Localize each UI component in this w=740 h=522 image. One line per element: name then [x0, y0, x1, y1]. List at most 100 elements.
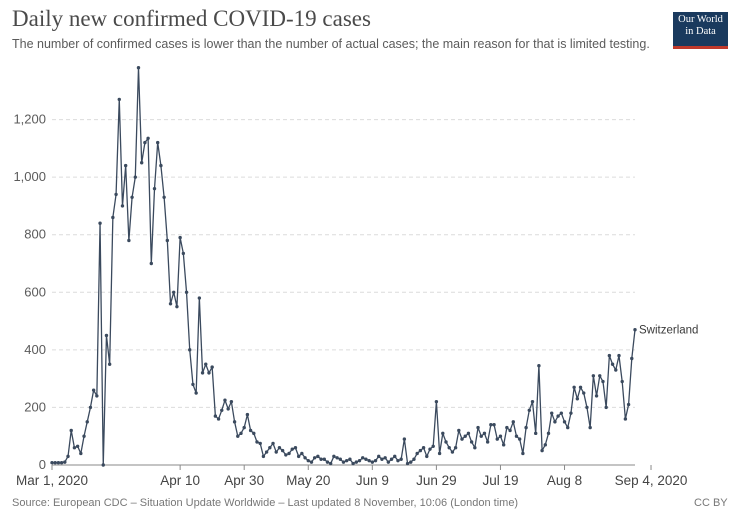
- data-point: [210, 365, 214, 369]
- data-point: [517, 437, 522, 441]
- data-point: [431, 444, 435, 448]
- data-point: [569, 411, 573, 415]
- data-point: [389, 457, 394, 461]
- data-point: [152, 186, 157, 191]
- data-point: [508, 428, 512, 433]
- data-point: [59, 460, 64, 465]
- data-point: [213, 414, 218, 418]
- x-tick-label: Sep 4, 2020: [615, 473, 688, 488]
- data-point: [495, 437, 499, 441]
- data-point: [530, 399, 535, 404]
- data-point: [556, 414, 560, 418]
- data-point: [559, 411, 564, 415]
- data-point: [63, 460, 67, 464]
- data-point: [367, 458, 371, 463]
- data-point: [412, 457, 416, 461]
- gridlines: [52, 119, 635, 408]
- data-point: [104, 333, 109, 338]
- series-label-switzerland[interactable]: Switzerland: [639, 325, 698, 337]
- data-point: [204, 362, 208, 366]
- data-point: [345, 458, 349, 463]
- data-point: [143, 140, 147, 145]
- data-point: [479, 434, 483, 438]
- data-point: [98, 221, 102, 225]
- data-point: [527, 408, 531, 413]
- data-point: [594, 394, 599, 398]
- data-point: [168, 302, 173, 306]
- data-point: [220, 408, 224, 413]
- data-point: [284, 453, 288, 457]
- data-point: [450, 450, 455, 454]
- data-point: [79, 451, 83, 456]
- data-point: [165, 238, 170, 243]
- data-point: [268, 446, 272, 450]
- data-point: [441, 431, 445, 436]
- data-point: [588, 425, 592, 430]
- data-point: [466, 431, 471, 436]
- data-point: [111, 215, 115, 220]
- data-point: [194, 391, 198, 395]
- data-point: [114, 192, 118, 197]
- data-point: [69, 428, 73, 433]
- data-point: [396, 458, 400, 463]
- data-point: [91, 388, 96, 392]
- data-point: [229, 399, 234, 404]
- data-point: [207, 371, 211, 375]
- x-tick-label: Apr 10: [160, 473, 200, 488]
- data-point: [620, 379, 624, 384]
- data-point: [50, 460, 54, 465]
- data-point: [348, 457, 352, 461]
- data-point: [236, 434, 240, 438]
- data-point: [120, 204, 125, 208]
- data-point: [175, 304, 179, 309]
- data-point: [498, 434, 503, 438]
- y-axis-ticks: 0 200 400 600 800 1,000 1,200: [13, 112, 46, 472]
- data-point: [156, 140, 160, 145]
- data-point: [290, 447, 294, 451]
- data-point: [604, 405, 608, 410]
- data-point: [255, 440, 259, 444]
- data-point: [421, 446, 426, 450]
- data-point: [405, 461, 410, 466]
- chart-title: Daily new confirmed COVID-19 cases: [12, 6, 371, 31]
- source-note: Source: European CDC – Situation Update …: [12, 497, 519, 509]
- data-point: [469, 440, 474, 444]
- y-tick-label: 600: [24, 284, 46, 299]
- y-tick-label: 200: [24, 399, 46, 414]
- data-point: [614, 368, 618, 372]
- chart-subtitle: The number of confirmed cases is lower t…: [12, 37, 650, 51]
- owid-logo[interactable]: Our World in Data: [673, 12, 728, 49]
- y-tick-label: 0: [39, 457, 46, 472]
- data-point: [75, 444, 80, 448]
- data-point: [489, 423, 493, 427]
- data-point: [162, 195, 166, 199]
- y-tick-label: 800: [24, 227, 46, 242]
- data-point: [578, 385, 583, 389]
- data-point: [428, 447, 432, 451]
- data-point: [197, 296, 202, 300]
- x-tick-label: May 20: [286, 473, 330, 488]
- data-point: [181, 251, 186, 256]
- data-point: [591, 374, 596, 378]
- data-point: [425, 454, 429, 459]
- logo-line-1: Our World: [678, 14, 723, 25]
- data-point: [546, 431, 551, 436]
- y-tick-label: 400: [24, 342, 46, 357]
- data-point: [482, 431, 487, 436]
- x-tick-label: Aug 8: [547, 473, 582, 488]
- data-point: [223, 398, 227, 402]
- data-point: [101, 463, 105, 467]
- data-point: [617, 353, 621, 358]
- data-point: [437, 451, 442, 456]
- data-point: [393, 454, 397, 459]
- data-point: [463, 434, 467, 438]
- data-point: [107, 362, 112, 366]
- data-point: [287, 451, 291, 456]
- data-point: [306, 458, 310, 463]
- data-point: [191, 382, 195, 387]
- data-point: [501, 443, 506, 447]
- data-point: [88, 405, 93, 410]
- license-link[interactable]: CC BY: [694, 497, 728, 509]
- data-point: [139, 161, 144, 165]
